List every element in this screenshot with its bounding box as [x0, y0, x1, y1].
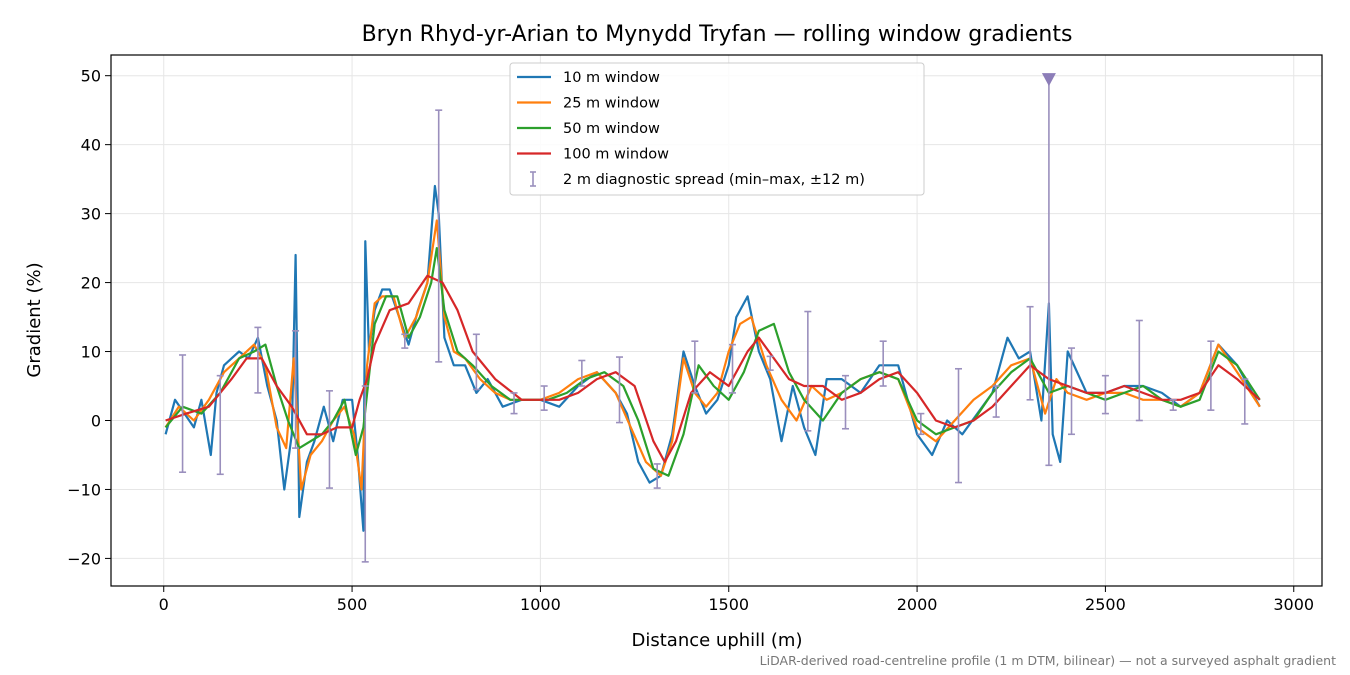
x-tick-label: 3000 [1273, 595, 1314, 614]
diagnostic-errorbar [992, 385, 1000, 418]
y-tick-label: −10 [67, 480, 101, 499]
x-tick-label: 1500 [708, 595, 749, 614]
caption: LiDAR-derived road-centreline profile (1… [760, 653, 1336, 668]
diagnostic-errorbar [1135, 319, 1143, 422]
legend-label: 10 m window [563, 70, 660, 86]
diagnostic-errorbar [401, 333, 409, 349]
diagnostic-errorbar [955, 367, 963, 484]
y-tick-label: 20 [81, 274, 101, 293]
y-tick-label: −20 [67, 549, 101, 568]
y-tick-label: 40 [81, 136, 101, 155]
diagnostic-errorbar [510, 392, 518, 415]
x-tick-label: 2000 [897, 595, 938, 614]
legend-item: 50 m window [517, 121, 660, 137]
diagnostic-errorbar [653, 463, 661, 489]
diagnostic-errorbar [842, 374, 850, 430]
y-tick-label: 0 [91, 411, 101, 430]
diagnostic-errorbar [325, 390, 333, 489]
series-line [165, 274, 1261, 463]
y-tick-label: 30 [81, 205, 101, 224]
legend-item: 10 m window [517, 70, 660, 86]
legend: 10 m window 25 m window 50 m window 100 m w… [509, 62, 925, 196]
x-tick-label: 0 [159, 595, 169, 614]
y-tick-label: 50 [81, 67, 101, 86]
diagnostic-errorbar [766, 355, 774, 371]
diagnostic-errorbar [179, 354, 187, 474]
diagnostic-errorbar [361, 385, 369, 563]
diagnostic-errorbar [1026, 305, 1034, 401]
chart-title: Bryn Rhyd-yr-Arian to Mynydd Tryfan — ro… [362, 22, 1073, 47]
x-axis-label: Distance uphill (m) [632, 630, 803, 651]
diagnostic-errorbar [216, 374, 224, 476]
diagnostic-errorbar [691, 340, 699, 394]
peak-marker-triangle [1041, 73, 1056, 87]
diagnostic-errorbar [804, 310, 812, 432]
legend-item: 100 m window [517, 147, 669, 163]
diagnostic-errorbar [1169, 399, 1177, 411]
diagnostic-errorbar [1101, 374, 1109, 415]
diagnostic-errorbar [1068, 347, 1076, 436]
legend-item: 2 m diagnostic spread (min–max, ±12 m) [530, 171, 865, 188]
legend-label: 50 m window [563, 121, 660, 137]
series-layer [164, 73, 1261, 563]
legend-label: 25 m window [563, 96, 660, 112]
legend-box [509, 62, 925, 196]
diagnostic-errorbar [435, 109, 443, 363]
legend-item: 25 m window [517, 96, 660, 112]
y-axis-label: Gradient (%) [24, 262, 45, 377]
diagnostic-errorbar [292, 330, 300, 449]
x-tick-label: 500 [337, 595, 368, 614]
diagnostic-errorbar [1241, 378, 1249, 425]
x-tick-label: 2500 [1085, 595, 1126, 614]
diagnostic-errorbar [879, 340, 887, 387]
plot-frame [110, 54, 1323, 587]
diagnostic-errorbar [917, 412, 925, 436]
legend-label: 100 m window [563, 147, 669, 163]
diagnostic-errorbar [540, 385, 548, 411]
x-tick-label: 1000 [520, 595, 561, 614]
y-tick-label: 10 [81, 343, 101, 362]
diagnostic-errorbar [578, 359, 586, 387]
diagnostic-errorbar [254, 326, 262, 394]
legend-label: 2 m diagnostic spread (min–max, ±12 m) [563, 172, 865, 188]
diagnostic-errorbar [472, 333, 480, 391]
diagnostic-errorbar [616, 356, 624, 424]
axis-ticks: 0 500 1000 1500 2000 2500 3000 −20 −10 0 10 20 30 40 5… [67, 67, 1314, 614]
series-line [164, 247, 1261, 477]
diagnostic-errorbar [1207, 340, 1215, 411]
diagnostic-errorbar [729, 343, 737, 394]
